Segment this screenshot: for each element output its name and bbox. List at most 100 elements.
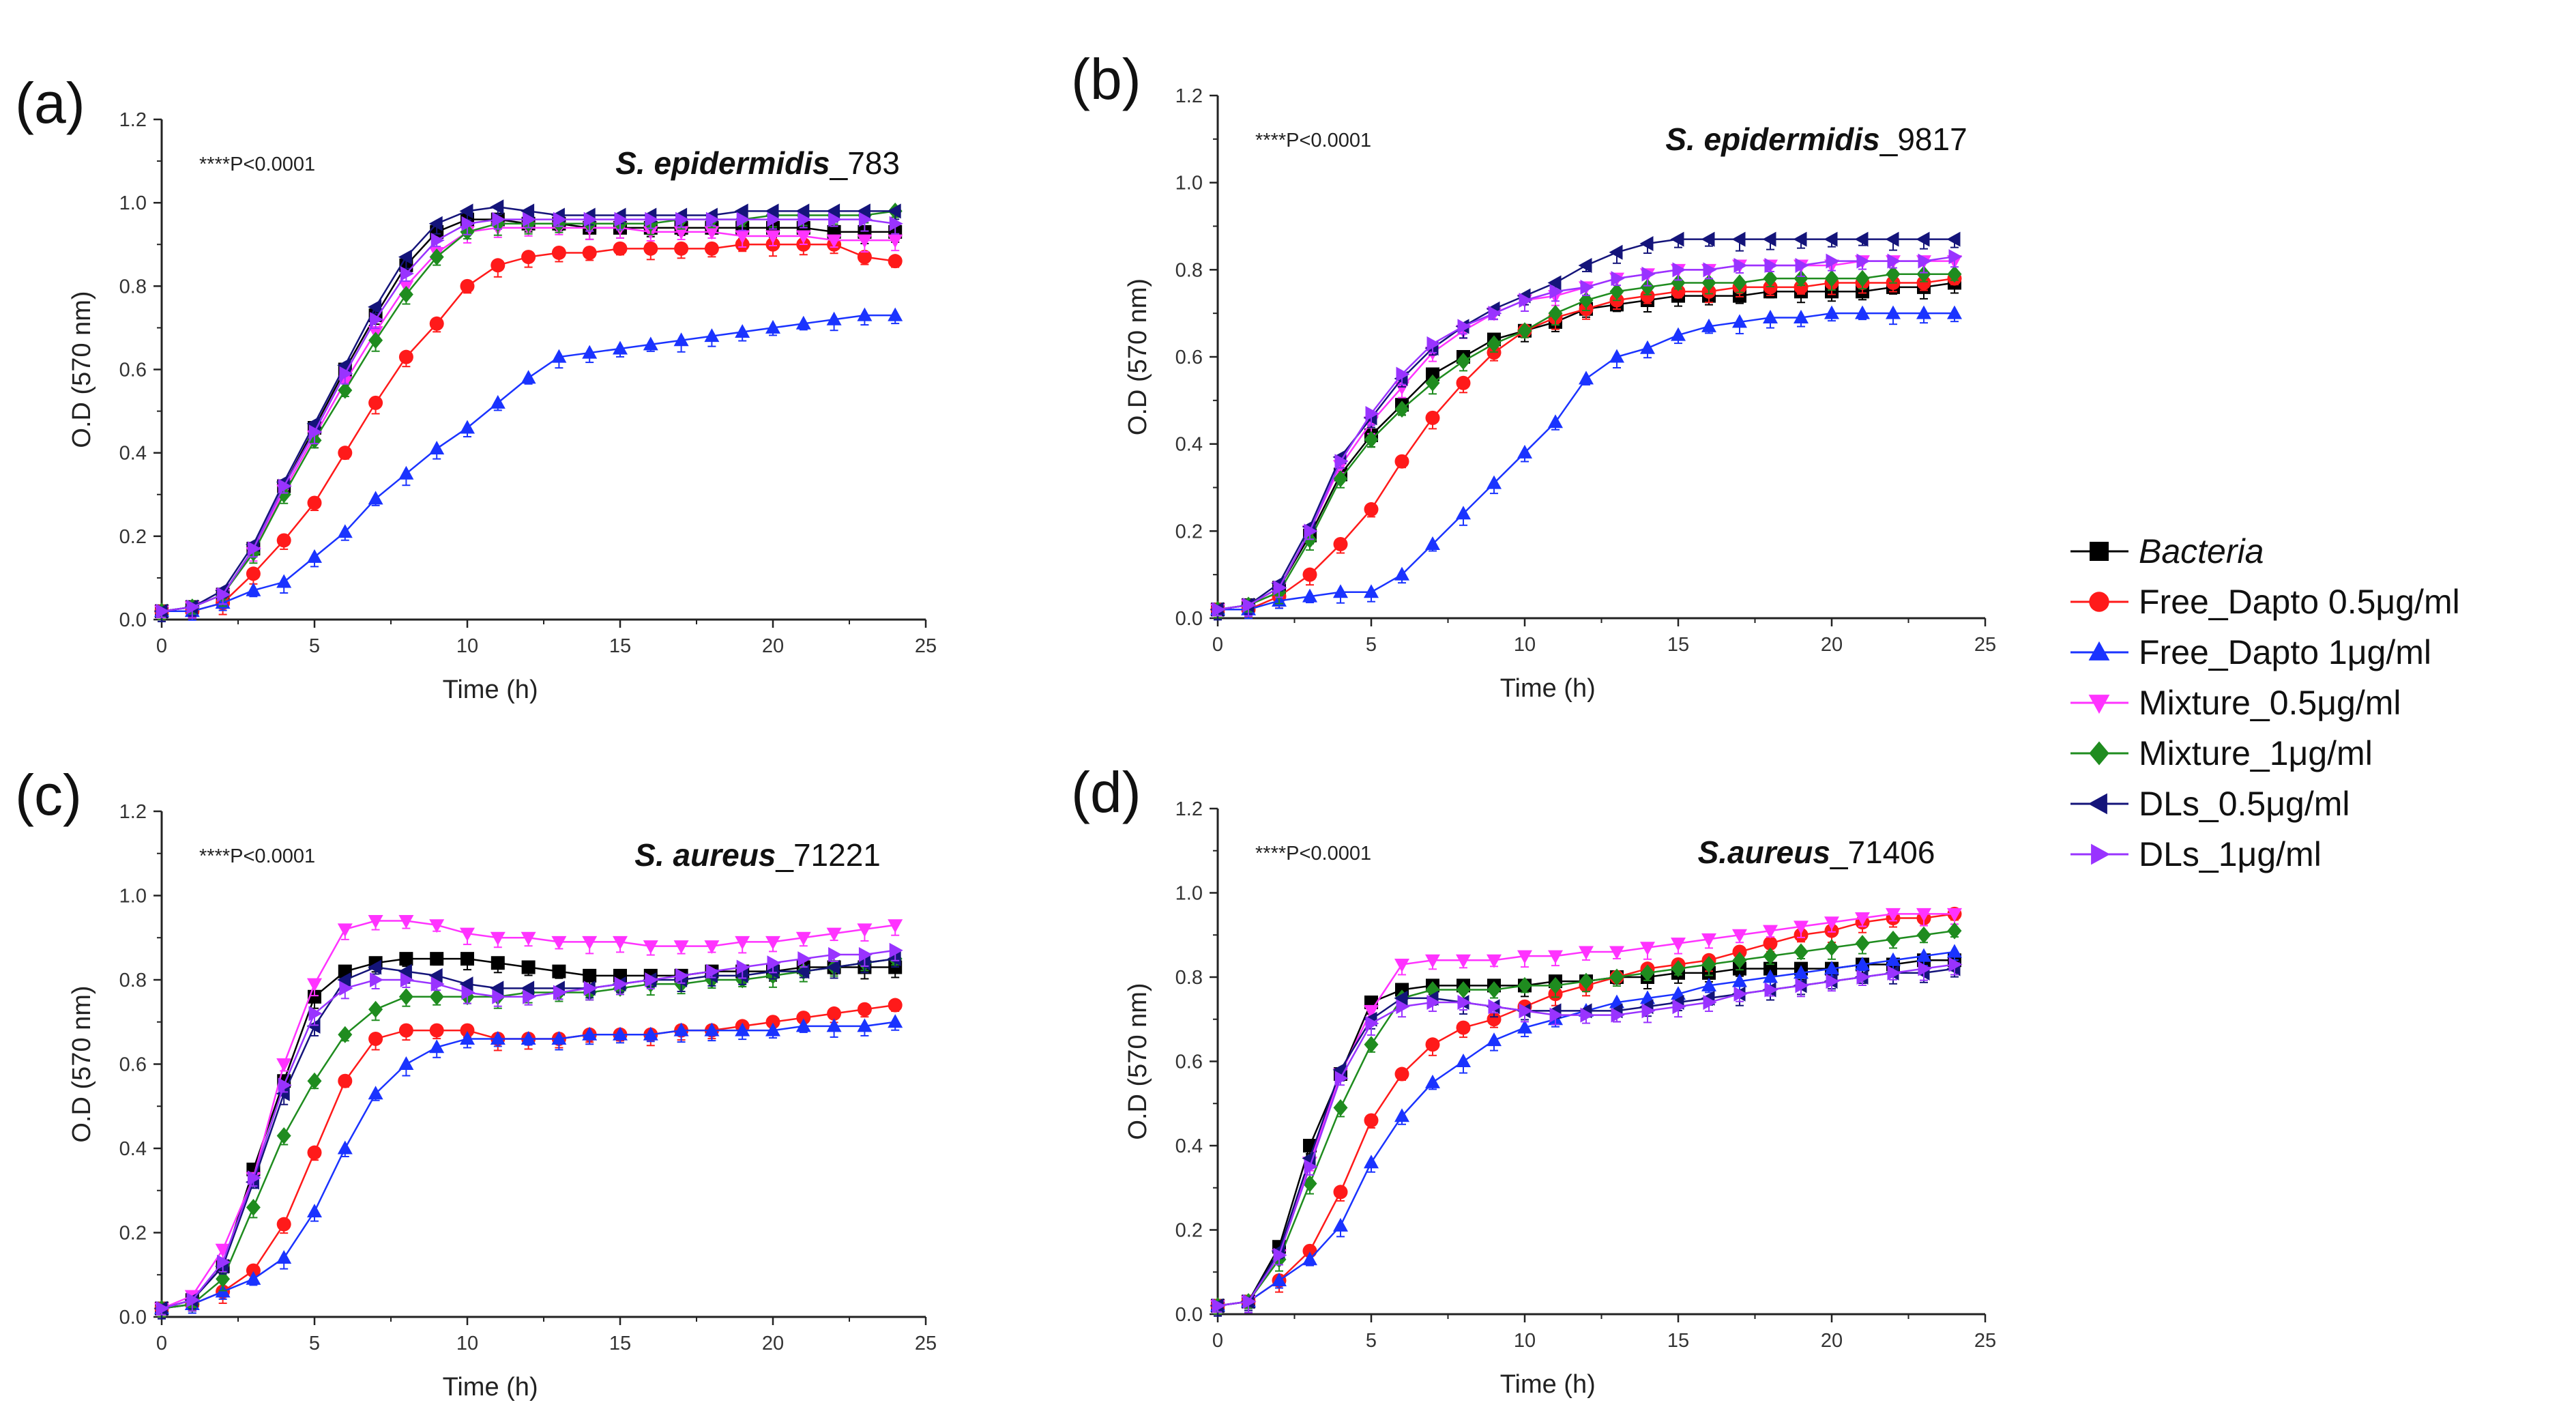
data-point	[1794, 943, 1809, 961]
chart-title: S. epidermidis_9817	[1665, 121, 1967, 157]
data-point	[828, 212, 843, 227]
data-point	[1456, 352, 1471, 370]
series-line	[1217, 273, 1955, 611]
legend-marker	[2088, 793, 2107, 815]
data-point	[704, 241, 719, 256]
data-point	[1517, 1019, 1532, 1034]
data-point	[246, 582, 261, 596]
data-point	[1426, 995, 1441, 1011]
data-point	[368, 1000, 383, 1018]
data-point	[1302, 588, 1317, 603]
legend-entry-bacteria: Bacteria	[2070, 532, 2264, 570]
data-point	[398, 963, 412, 979]
data-point	[1703, 262, 1717, 278]
data-point	[1916, 275, 1931, 290]
legend-entry-dls-0-5-g-ml: DLs_0.5μg/ml	[2070, 785, 2350, 823]
data-point	[582, 935, 598, 950]
data-point	[276, 574, 292, 588]
data-point	[337, 1140, 353, 1155]
data-point	[1764, 982, 1779, 998]
data-point	[460, 278, 475, 293]
series-line	[1218, 312, 1955, 611]
data-point	[276, 1127, 291, 1144]
data-point	[888, 998, 903, 1013]
data-point	[1334, 454, 1349, 469]
y-axis-label: O.D (570 nm)	[1124, 983, 1152, 1140]
data-point	[1641, 1003, 1656, 1019]
data-point	[307, 549, 322, 563]
data-point	[857, 1018, 873, 1032]
data-point	[553, 212, 567, 227]
data-point	[1886, 930, 1901, 948]
data-point	[1733, 986, 1748, 1002]
x-axis-label: Time (h)	[443, 1373, 538, 1402]
data-point	[583, 212, 598, 227]
x-tick-label: 5	[309, 1333, 320, 1354]
data-point	[398, 349, 413, 364]
data-point	[368, 959, 382, 975]
data-point	[430, 952, 444, 966]
y-tick-label: 0.4	[119, 1138, 147, 1160]
data-point	[247, 1170, 261, 1186]
data-point	[1456, 1020, 1471, 1035]
data-point	[1394, 401, 1409, 418]
data-point	[1948, 249, 1963, 265]
series-line	[1217, 282, 1955, 611]
y-tick-label: 0.0	[119, 1307, 147, 1329]
series-line	[161, 1004, 896, 1309]
data-point	[856, 203, 870, 219]
data-point	[276, 533, 291, 548]
data-point	[398, 1023, 413, 1038]
data-point	[1333, 1099, 1348, 1116]
data-point	[429, 316, 444, 331]
legend-marker	[2088, 695, 2110, 714]
data-point	[613, 241, 628, 256]
data-point	[1639, 236, 1654, 252]
data-point	[460, 952, 474, 966]
data-point	[643, 940, 658, 955]
data-point	[1946, 231, 1961, 247]
data-point	[826, 1018, 842, 1032]
data-point	[337, 524, 353, 538]
data-point	[1856, 970, 1871, 985]
data-point	[1763, 969, 1778, 983]
data-point	[490, 199, 504, 215]
chart-title-species: S. epidermidis	[615, 145, 830, 181]
data-point	[1456, 954, 1471, 968]
y-tick-label: 1.2	[119, 109, 147, 131]
data-point	[889, 942, 903, 958]
data-point	[307, 495, 322, 510]
data-point	[307, 978, 322, 992]
data-point	[1826, 974, 1840, 989]
x-tick-label: 20	[1821, 634, 1843, 656]
data-point	[643, 1026, 658, 1041]
data-point	[888, 254, 903, 269]
data-point	[1426, 336, 1441, 351]
data-point	[1609, 968, 1624, 986]
data-point	[1763, 947, 1778, 965]
data-point	[308, 424, 323, 440]
data-point	[429, 919, 445, 933]
data-point	[1701, 955, 1716, 973]
data-point	[1918, 961, 1932, 976]
significance-annotation: ****P<0.0001	[199, 845, 315, 867]
data-point	[1854, 231, 1869, 247]
data-point	[1394, 566, 1409, 581]
series-free-dapto-0-5-g-ml	[1210, 271, 1962, 619]
data-point	[1425, 954, 1440, 968]
x-tick-label: 0	[1212, 1330, 1223, 1352]
data-point	[246, 566, 261, 581]
data-point	[795, 931, 811, 946]
data-point	[767, 955, 781, 971]
y-axis-label: O.D (570 nm)	[1124, 278, 1152, 435]
data-point	[735, 1022, 750, 1036]
data-point	[1855, 935, 1870, 953]
y-tick-label: 1.0	[1175, 173, 1203, 194]
data-point	[1701, 977, 1716, 991]
data-point	[370, 972, 384, 987]
data-point	[1855, 270, 1870, 287]
data-point	[1733, 257, 1748, 273]
data-point	[1916, 948, 1931, 962]
data-point	[1334, 1071, 1349, 1086]
data-point	[583, 968, 597, 983]
